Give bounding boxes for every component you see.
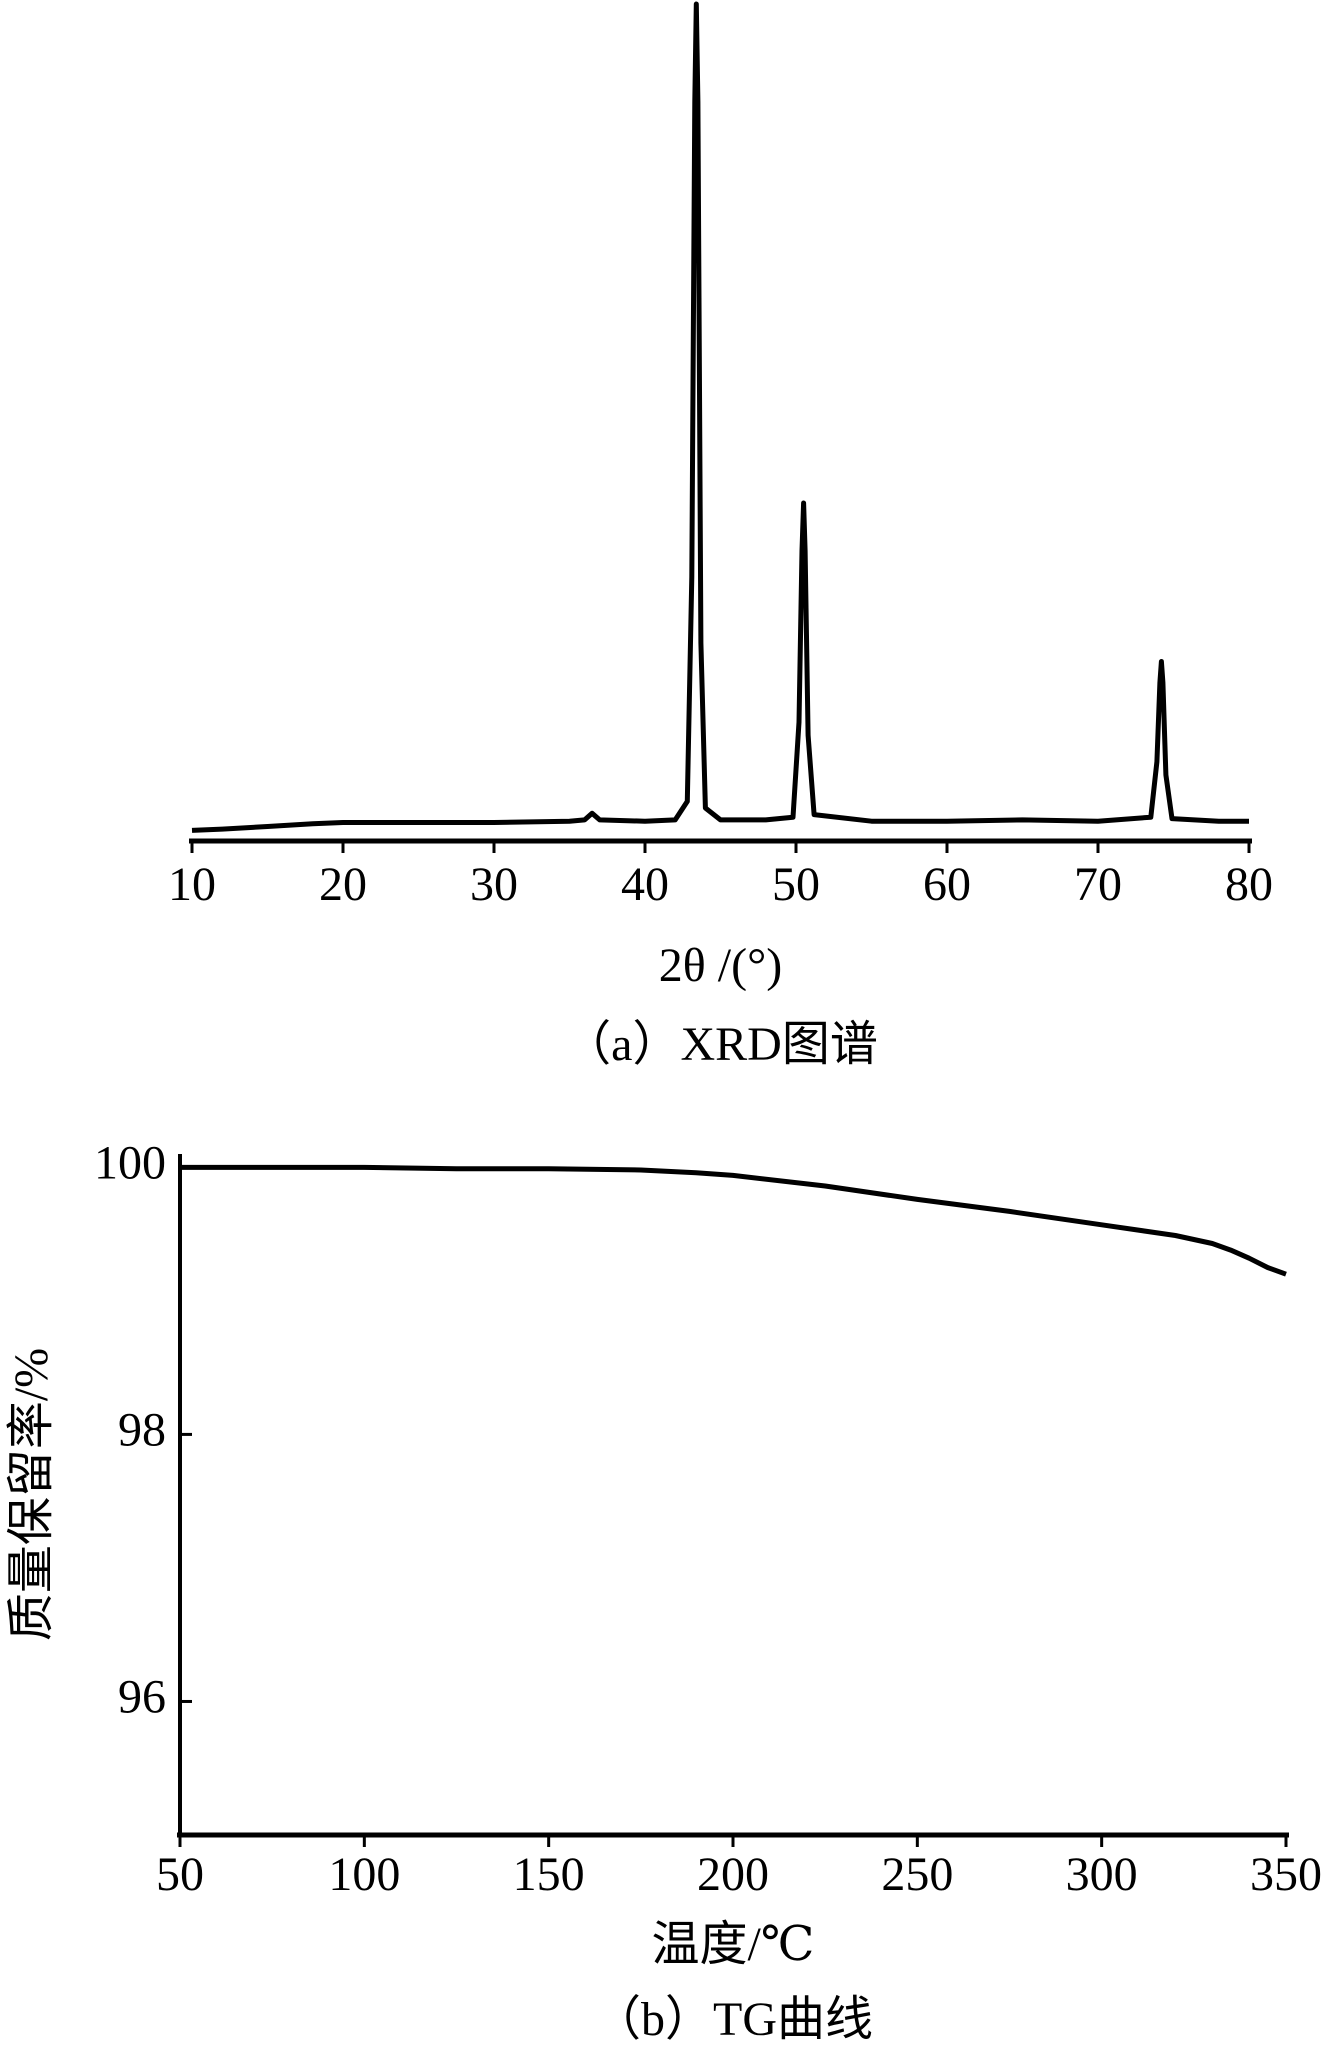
- x-tick-label: 60: [923, 858, 971, 911]
- y-tick-label: 96: [118, 1670, 166, 1723]
- x-tick-label: 300: [1066, 1848, 1138, 1901]
- y-tick-label: 98: [118, 1403, 166, 1456]
- x-tick-label: 250: [881, 1848, 953, 1901]
- x-tick-label: 150: [513, 1848, 585, 1901]
- x-tick-label: 350: [1250, 1848, 1322, 1901]
- caption: （b）TG曲线: [593, 1993, 873, 2046]
- x-tick-label: 10: [168, 858, 216, 911]
- x-tick-label: 50: [156, 1848, 204, 1901]
- x-tick-label: 50: [772, 858, 820, 911]
- x-axis-label: 温度/℃: [651, 1918, 814, 1971]
- x-tick-label: 200: [697, 1848, 769, 1901]
- y-tick-label: 100: [94, 1136, 166, 1189]
- x-tick-label: 100: [328, 1848, 400, 1901]
- x-tick-label: 20: [319, 858, 367, 911]
- data-line: [191, 1, 1249, 833]
- data-line: [180, 1164, 1287, 1277]
- x-tick-label: 70: [1074, 858, 1122, 911]
- x-tick-label: 30: [470, 858, 518, 911]
- x-tick-label: 40: [621, 858, 669, 911]
- x-axis-label: 2θ /(°): [659, 939, 783, 992]
- caption: （a）XRD图谱: [563, 1018, 878, 1071]
- y-axis-label: 质量保留率/%: [5, 1348, 58, 1641]
- x-tick-label: 80: [1225, 858, 1273, 911]
